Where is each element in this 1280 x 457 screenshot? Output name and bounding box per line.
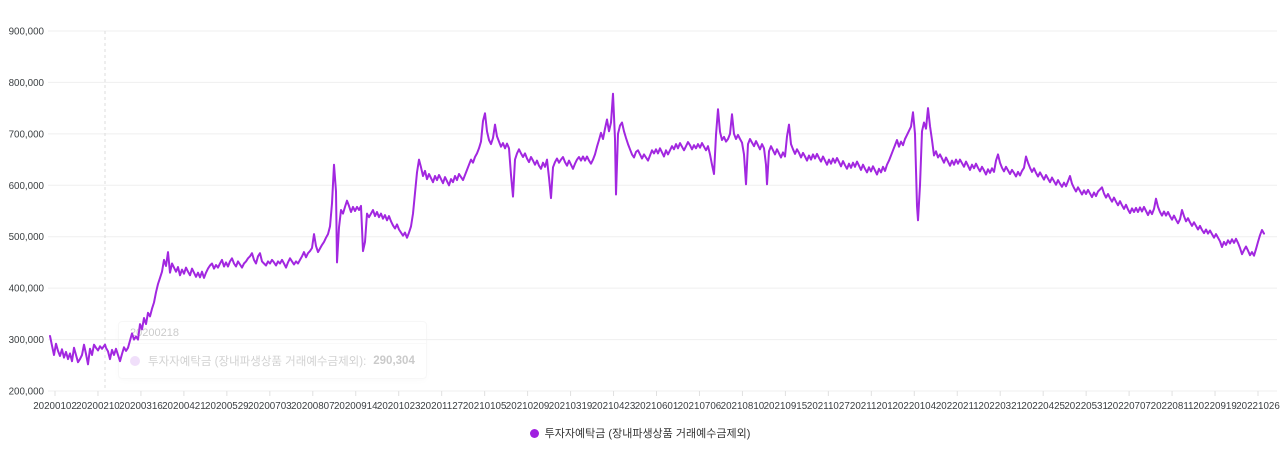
x-axis-tick-label: 20211201 [850,401,893,412]
x-axis-tick-label: 20210915 [764,401,808,412]
x-axis-tick-label: 20210810 [721,401,765,412]
y-axis-tick-label: 700,000 [9,129,45,140]
x-axis-tick-label: 20200210 [76,401,120,412]
x-axis-tick-label: 20220425 [1021,401,1065,412]
x-axis-tick-label: 20220104 [892,401,936,412]
y-axis-tick-label: 600,000 [9,181,45,192]
x-axis-tick-label: 20200703 [248,401,292,412]
x-axis-tick-label: 20200914 [334,401,378,412]
x-axis-tick-label: 20221026 [1236,401,1280,412]
x-axis-tick-label: 20200529 [205,401,249,412]
x-axis-tick-label: 20220531 [1064,401,1108,412]
tooltip-series-dot-icon [130,356,140,366]
series-line-deposit [49,92,1265,366]
y-axis-tick-label: 300,000 [9,335,45,346]
y-axis-tick-label: 500,000 [9,232,45,243]
x-axis-tick-label: 20200316 [119,401,163,412]
tooltip-series-label: 투자자예탁금 (장내파생상품 거래예수금제외): [148,356,367,368]
x-axis-tick-label: 20210423 [592,401,636,412]
x-axis-tick-label: 20200807 [291,401,335,412]
x-axis-tick-label: 20210706 [678,401,722,412]
x-axis-tick-label: 20201023 [377,401,421,412]
y-axis-tick-label: 200,000 [9,387,45,398]
x-axis-tick-label: 20220211 [936,401,979,412]
x-axis-tick-label: 20220321 [978,401,1022,412]
x-axis-tick-label: 20220707 [1107,401,1151,412]
x-axis-tick-label: 20200421 [162,401,206,412]
legend-item-deposit[interactable]: 투자자예탁금 (장내파생상품 거래예수금제외) [529,425,751,441]
x-axis-tick-label: 20210319 [549,401,593,412]
x-axis-tick-label: 20220811 [1151,401,1194,412]
x-axis-tick-label: 20201127 [420,401,463,412]
x-axis-tick-label: 20210105 [463,401,507,412]
y-axis-tick-label: 800,000 [9,78,45,89]
x-axis-tick-label: 20210209 [506,401,550,412]
legend-label: 투자자예탁금 (장내파생상품 거래예수금제외) [544,428,751,440]
x-axis-tick-label: 20200102 [33,401,77,412]
y-axis-tick-label: 400,000 [9,284,45,295]
legend-dot-icon [529,428,539,438]
x-axis-tick-label: 20220919 [1193,401,1237,412]
x-axis-tick-label: 20211027 [807,401,850,412]
y-axis-tick-label: 900,000 [9,27,45,38]
x-axis-tick-label: 20210601 [635,401,679,412]
tooltip-value: 290,304 [373,355,415,367]
chart-legend: 투자자예탁금 (장내파생상품 거래예수금제외) [0,425,1280,441]
